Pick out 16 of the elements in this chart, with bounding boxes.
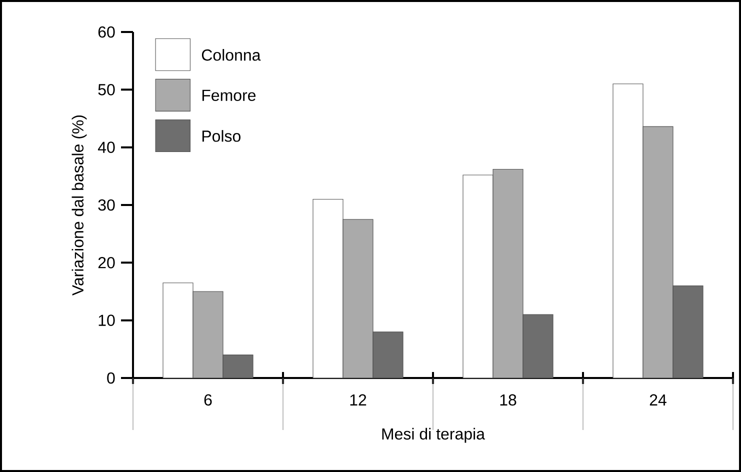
y-tick-label: 0 bbox=[107, 372, 115, 384]
y-tick-label: 50 bbox=[98, 84, 115, 96]
legend-label: Femore bbox=[202, 90, 256, 101]
x-tick-label: 12 bbox=[350, 394, 366, 406]
y-tick-label: 60 bbox=[98, 26, 115, 38]
y-tick-label: 40 bbox=[98, 142, 115, 153]
x-tick-label: 24 bbox=[650, 394, 666, 406]
y-tick-label: 30 bbox=[98, 199, 115, 211]
legend-label: Polso bbox=[202, 130, 240, 142]
y-tick-label: 10 bbox=[98, 314, 115, 326]
x-axis-title: Mesi di terapia bbox=[382, 428, 485, 443]
x-tick-label: 6 bbox=[204, 394, 212, 406]
legend-label: Colonna bbox=[202, 49, 261, 61]
y-tick-label: 20 bbox=[98, 257, 115, 268]
x-tick-label: 18 bbox=[500, 394, 516, 406]
y-axis-title: Variazione dal basale (%) bbox=[72, 115, 87, 296]
